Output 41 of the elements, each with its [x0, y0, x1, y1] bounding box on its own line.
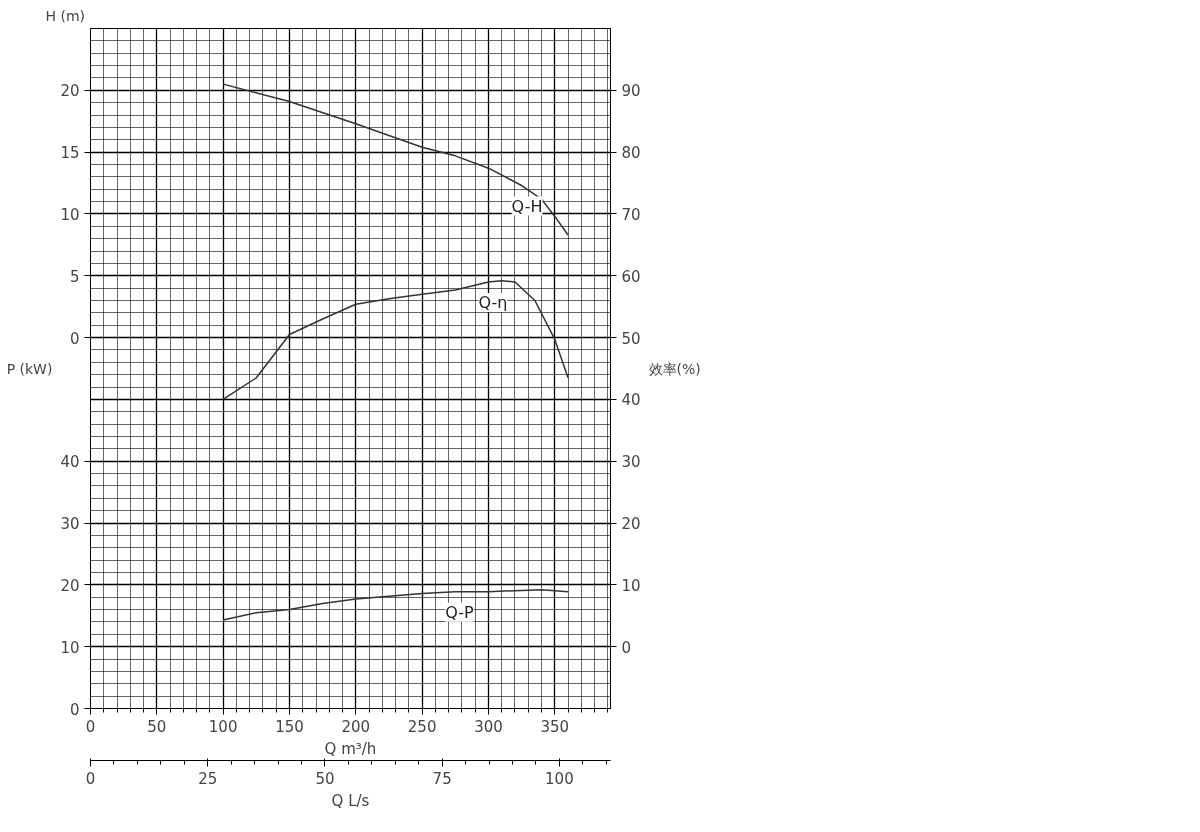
y2-tick-label: 0 [621, 638, 632, 657]
y3-axis-title: H (m) [45, 7, 86, 24]
y-tick-label: 40 [60, 453, 80, 472]
y-tick-label: 20 [60, 576, 80, 595]
x-tick-label: 350 [540, 717, 570, 736]
x2-tick-label: 50 [315, 769, 335, 788]
x-tick-label: 0 [85, 717, 96, 736]
y-tick-label: 30 [60, 515, 80, 534]
x2-tick-label: 25 [198, 769, 218, 788]
x-tick-label: 200 [341, 717, 371, 736]
y2-tick-label: 60 [621, 267, 641, 286]
y2-tick-label: 20 [621, 515, 641, 534]
x-tick-label: 50 [147, 717, 167, 736]
x2-tick-label: 75 [432, 769, 452, 788]
y-axis-title: P (kW) [6, 360, 53, 377]
y2-tick-label: 40 [621, 391, 641, 410]
y3-tick-label: 5 [69, 267, 80, 286]
y3-tick-label: 15 [60, 144, 80, 163]
y2-tick-label: 50 [621, 329, 641, 348]
y-tick-label: 0 [69, 700, 80, 719]
y2-tick-label: 70 [621, 205, 641, 224]
line-series [222, 589, 569, 621]
x-tick-label: 100 [208, 717, 238, 736]
series-label: Q-H [511, 196, 543, 216]
y-tick-label: 10 [60, 638, 80, 657]
x2-tick-label: 0 [85, 769, 96, 788]
line-series [222, 279, 569, 401]
x-tick-label: 250 [407, 717, 437, 736]
y2-tick-label: 10 [621, 576, 641, 595]
y2-tick-label: 90 [621, 82, 641, 101]
y2-tick-label: 80 [621, 144, 641, 163]
series-label: Q-P [445, 602, 475, 622]
x2-axis-title: Q L/s [331, 791, 370, 810]
line-series [222, 83, 569, 236]
x-tick-label: 150 [275, 717, 304, 736]
x-axis-title: Q m³/h [324, 739, 377, 758]
series-label: Q-η [478, 292, 508, 312]
y2-tick-label: 30 [621, 453, 641, 472]
x2-tick-label: 100 [545, 769, 574, 788]
x-tick-label: 300 [474, 717, 503, 736]
y2-axis-title: 效率(%) [648, 360, 701, 377]
